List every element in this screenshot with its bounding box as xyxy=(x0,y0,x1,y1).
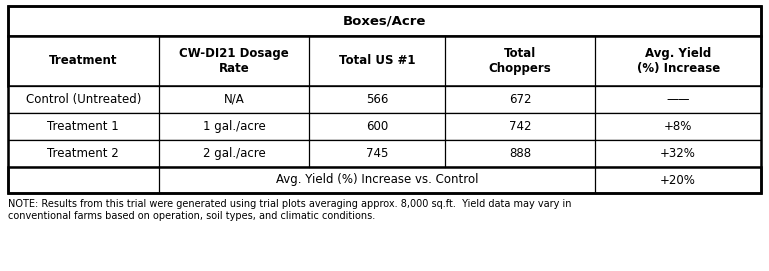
Text: +8%: +8% xyxy=(664,120,692,133)
Text: Treatment 2: Treatment 2 xyxy=(48,147,119,160)
Text: 566: 566 xyxy=(366,93,388,106)
Text: +32%: +32% xyxy=(661,147,696,160)
Text: Treatment 1: Treatment 1 xyxy=(48,120,119,133)
Text: Avg. Yield (%) Increase vs. Control: Avg. Yield (%) Increase vs. Control xyxy=(276,173,478,186)
Text: Avg. Yield
(%) Increase: Avg. Yield (%) Increase xyxy=(637,47,720,75)
Text: 600: 600 xyxy=(366,120,388,133)
Text: Total US #1: Total US #1 xyxy=(338,54,415,67)
Text: Control (Untreated): Control (Untreated) xyxy=(25,93,141,106)
Text: +20%: +20% xyxy=(661,173,696,186)
Text: 742: 742 xyxy=(509,120,531,133)
Text: Total
Choppers: Total Choppers xyxy=(488,47,551,75)
Text: CW-DI21 Dosage
Rate: CW-DI21 Dosage Rate xyxy=(179,47,289,75)
Text: NOTE: Results from this trial were generated using trial plots averaging approx.: NOTE: Results from this trial were gener… xyxy=(8,199,571,221)
FancyBboxPatch shape xyxy=(8,36,761,86)
FancyBboxPatch shape xyxy=(8,167,761,193)
Text: 2 gal./acre: 2 gal./acre xyxy=(202,147,265,160)
Text: ——: —— xyxy=(667,93,690,106)
Text: Boxes/Acre: Boxes/Acre xyxy=(343,15,426,27)
FancyBboxPatch shape xyxy=(8,6,761,36)
Text: 1 gal./acre: 1 gal./acre xyxy=(202,120,265,133)
FancyBboxPatch shape xyxy=(8,86,761,113)
FancyBboxPatch shape xyxy=(8,113,761,140)
FancyBboxPatch shape xyxy=(8,140,761,167)
Text: 888: 888 xyxy=(509,147,531,160)
Text: Treatment: Treatment xyxy=(49,54,118,67)
Text: N/A: N/A xyxy=(224,93,245,106)
Text: 672: 672 xyxy=(509,93,531,106)
Text: 745: 745 xyxy=(366,147,388,160)
